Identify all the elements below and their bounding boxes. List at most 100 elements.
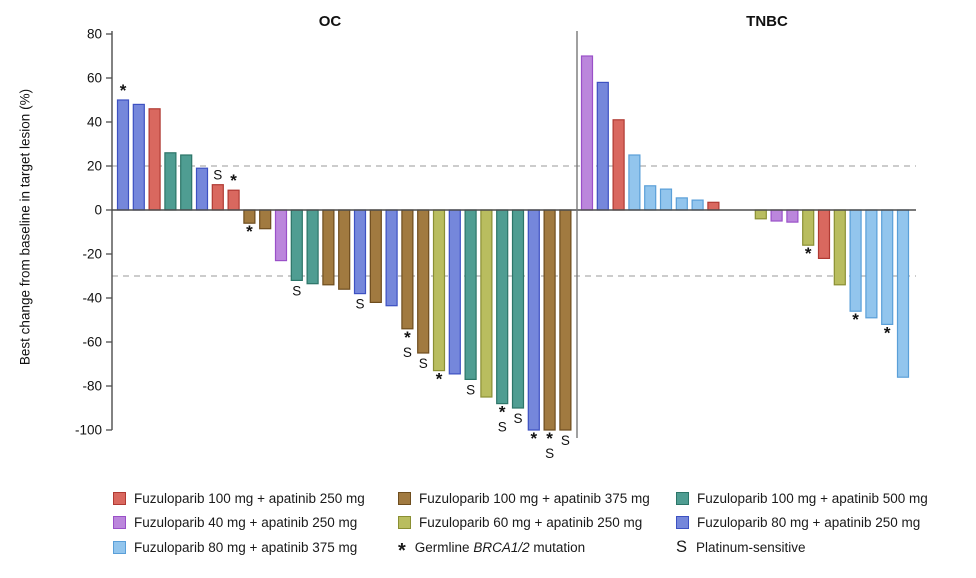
oc-bar xyxy=(353,209,367,295)
legend-swatch-red xyxy=(113,491,126,505)
brca-mark: * xyxy=(499,403,506,422)
platinum-mark: S xyxy=(498,420,507,435)
brca-mark: * xyxy=(120,81,127,100)
legend-item-f40-a250: Fuzuloparib 40 mg + apatinib 250 mg xyxy=(113,513,357,531)
panel-title-oc: OC xyxy=(319,13,342,30)
oc-bar xyxy=(148,108,161,211)
platinum-mark: S xyxy=(419,356,428,371)
oc-bar xyxy=(306,209,319,285)
y-tick-label: -80 xyxy=(82,379,102,394)
platinum-mark: S xyxy=(561,433,570,448)
platinum-mark: S xyxy=(355,297,364,312)
oc-bar xyxy=(496,209,509,405)
legend-label: Fuzuloparib 60 mg + apatinib 250 mg xyxy=(419,514,643,530)
y-axis-label: Best change from baseline in target lesi… xyxy=(17,88,33,366)
oc-bar xyxy=(432,209,446,372)
tnbc-bar xyxy=(580,55,594,211)
platinum-mark: S xyxy=(292,283,301,298)
legend: Fuzuloparib 100 mg + apatinib 250 mg Fuz… xyxy=(0,483,976,578)
y-tick-label: 60 xyxy=(87,71,102,86)
oc-bar xyxy=(401,209,414,330)
y-tick-label: -40 xyxy=(82,291,102,306)
oc-bar xyxy=(290,209,303,282)
oc-bar xyxy=(480,209,493,398)
tnbc-bar xyxy=(691,199,704,211)
legend-swatch-periwinkle xyxy=(676,515,689,529)
tnbc-bar xyxy=(596,81,609,211)
legend-item-f100-a375: Fuzuloparib 100 mg + apatinib 375 mg xyxy=(398,489,650,507)
platinum-sensitive-icon: S xyxy=(676,537,688,556)
platinum-mark: S xyxy=(545,446,554,461)
oc-bar xyxy=(195,167,209,211)
platinum-mark: S xyxy=(513,411,522,426)
tnbc-bar xyxy=(612,119,625,211)
legend-label: Germline BRCA1/2 mutation xyxy=(414,539,586,555)
brca-mark: * xyxy=(546,429,553,448)
brca-mark: * xyxy=(230,171,237,190)
tnbc-bar xyxy=(849,209,862,312)
oc-bar xyxy=(543,209,556,431)
oc-bar xyxy=(211,184,224,211)
oc-bar xyxy=(448,209,461,375)
legend-swatch-teal xyxy=(676,491,689,505)
tnbc-bar xyxy=(754,209,767,220)
brca-mark: * xyxy=(884,323,891,342)
y-tick-label: 0 xyxy=(94,203,102,218)
legend-label: Fuzuloparib 100 mg + apatinib 250 mg xyxy=(134,490,365,506)
legend-item-f80-a375: Fuzuloparib 80 mg + apatinib 375 mg xyxy=(113,538,357,556)
oc-bar xyxy=(274,209,288,262)
brca-mark: * xyxy=(436,370,443,389)
tnbc-bar xyxy=(659,188,673,211)
legend-swatch-brown xyxy=(398,491,411,505)
oc-bar xyxy=(559,209,572,431)
legend-item-platinum-sensitive: S Platinum-sensitive xyxy=(676,538,806,556)
legend-swatch-olive xyxy=(398,515,411,529)
y-tick-label: 20 xyxy=(87,159,102,174)
oc-bar xyxy=(385,209,398,307)
oc-bar xyxy=(417,209,430,354)
platinum-mark: S xyxy=(213,168,222,183)
platinum-mark: S xyxy=(466,382,475,397)
oc-bar xyxy=(116,99,130,211)
brca-mark: * xyxy=(404,328,411,347)
legend-label: Fuzuloparib 100 mg + apatinib 375 mg xyxy=(419,490,650,506)
y-tick-label: -100 xyxy=(75,423,102,438)
asterisk-icon: * xyxy=(398,539,406,562)
y-tick-label: 40 xyxy=(87,115,102,130)
legend-item-f80-a250: Fuzuloparib 80 mg + apatinib 250 mg xyxy=(676,513,920,531)
legend-item-brca-mutation: * Germline BRCA1/2 mutation xyxy=(398,538,586,562)
legend-label: Fuzuloparib 40 mg + apatinib 250 mg xyxy=(134,514,358,530)
oc-bar xyxy=(511,209,525,409)
brca-mark: * xyxy=(852,310,859,329)
y-tick-label: -20 xyxy=(82,247,102,262)
tnbc-bar xyxy=(881,209,894,326)
oc-bar xyxy=(338,209,351,290)
tnbc-bar xyxy=(802,209,815,246)
oc-bar xyxy=(322,209,335,286)
tnbc-bar xyxy=(628,154,641,211)
legend-swatch-lightblue xyxy=(113,540,126,554)
panel-title-tnbc: TNBC xyxy=(746,13,788,30)
oc-bar xyxy=(164,152,177,211)
tnbc-bar xyxy=(786,209,799,223)
waterfall-chart: *S **SS*SS*S*SS* *SS***806040200-20-40-60-… xyxy=(75,13,916,461)
oc-bar xyxy=(464,209,477,380)
tnbc-bar xyxy=(675,197,688,211)
oc-bar xyxy=(180,154,193,211)
tnbc-bar xyxy=(707,201,720,211)
brca-mark: * xyxy=(246,222,253,241)
legend-item-f100-a500: Fuzuloparib 100 mg + apatinib 500 mg xyxy=(676,489,928,507)
y-tick-label: -60 xyxy=(82,335,102,350)
tnbc-bar xyxy=(644,185,657,211)
legend-item-f100-a250: Fuzuloparib 100 mg + apatinib 250 mg xyxy=(113,489,365,507)
oc-bar xyxy=(369,209,382,304)
tnbc-bar xyxy=(770,209,783,222)
tnbc-bar xyxy=(896,209,910,378)
legend-label: Fuzuloparib 100 mg + apatinib 500 mg xyxy=(697,490,928,506)
legend-label: Fuzuloparib 80 mg + apatinib 375 mg xyxy=(134,539,358,555)
oc-bar xyxy=(527,209,540,431)
tnbc-bar xyxy=(833,209,846,286)
tnbc-bar xyxy=(865,209,878,319)
gene-name: BRCA1/2 xyxy=(473,539,530,555)
